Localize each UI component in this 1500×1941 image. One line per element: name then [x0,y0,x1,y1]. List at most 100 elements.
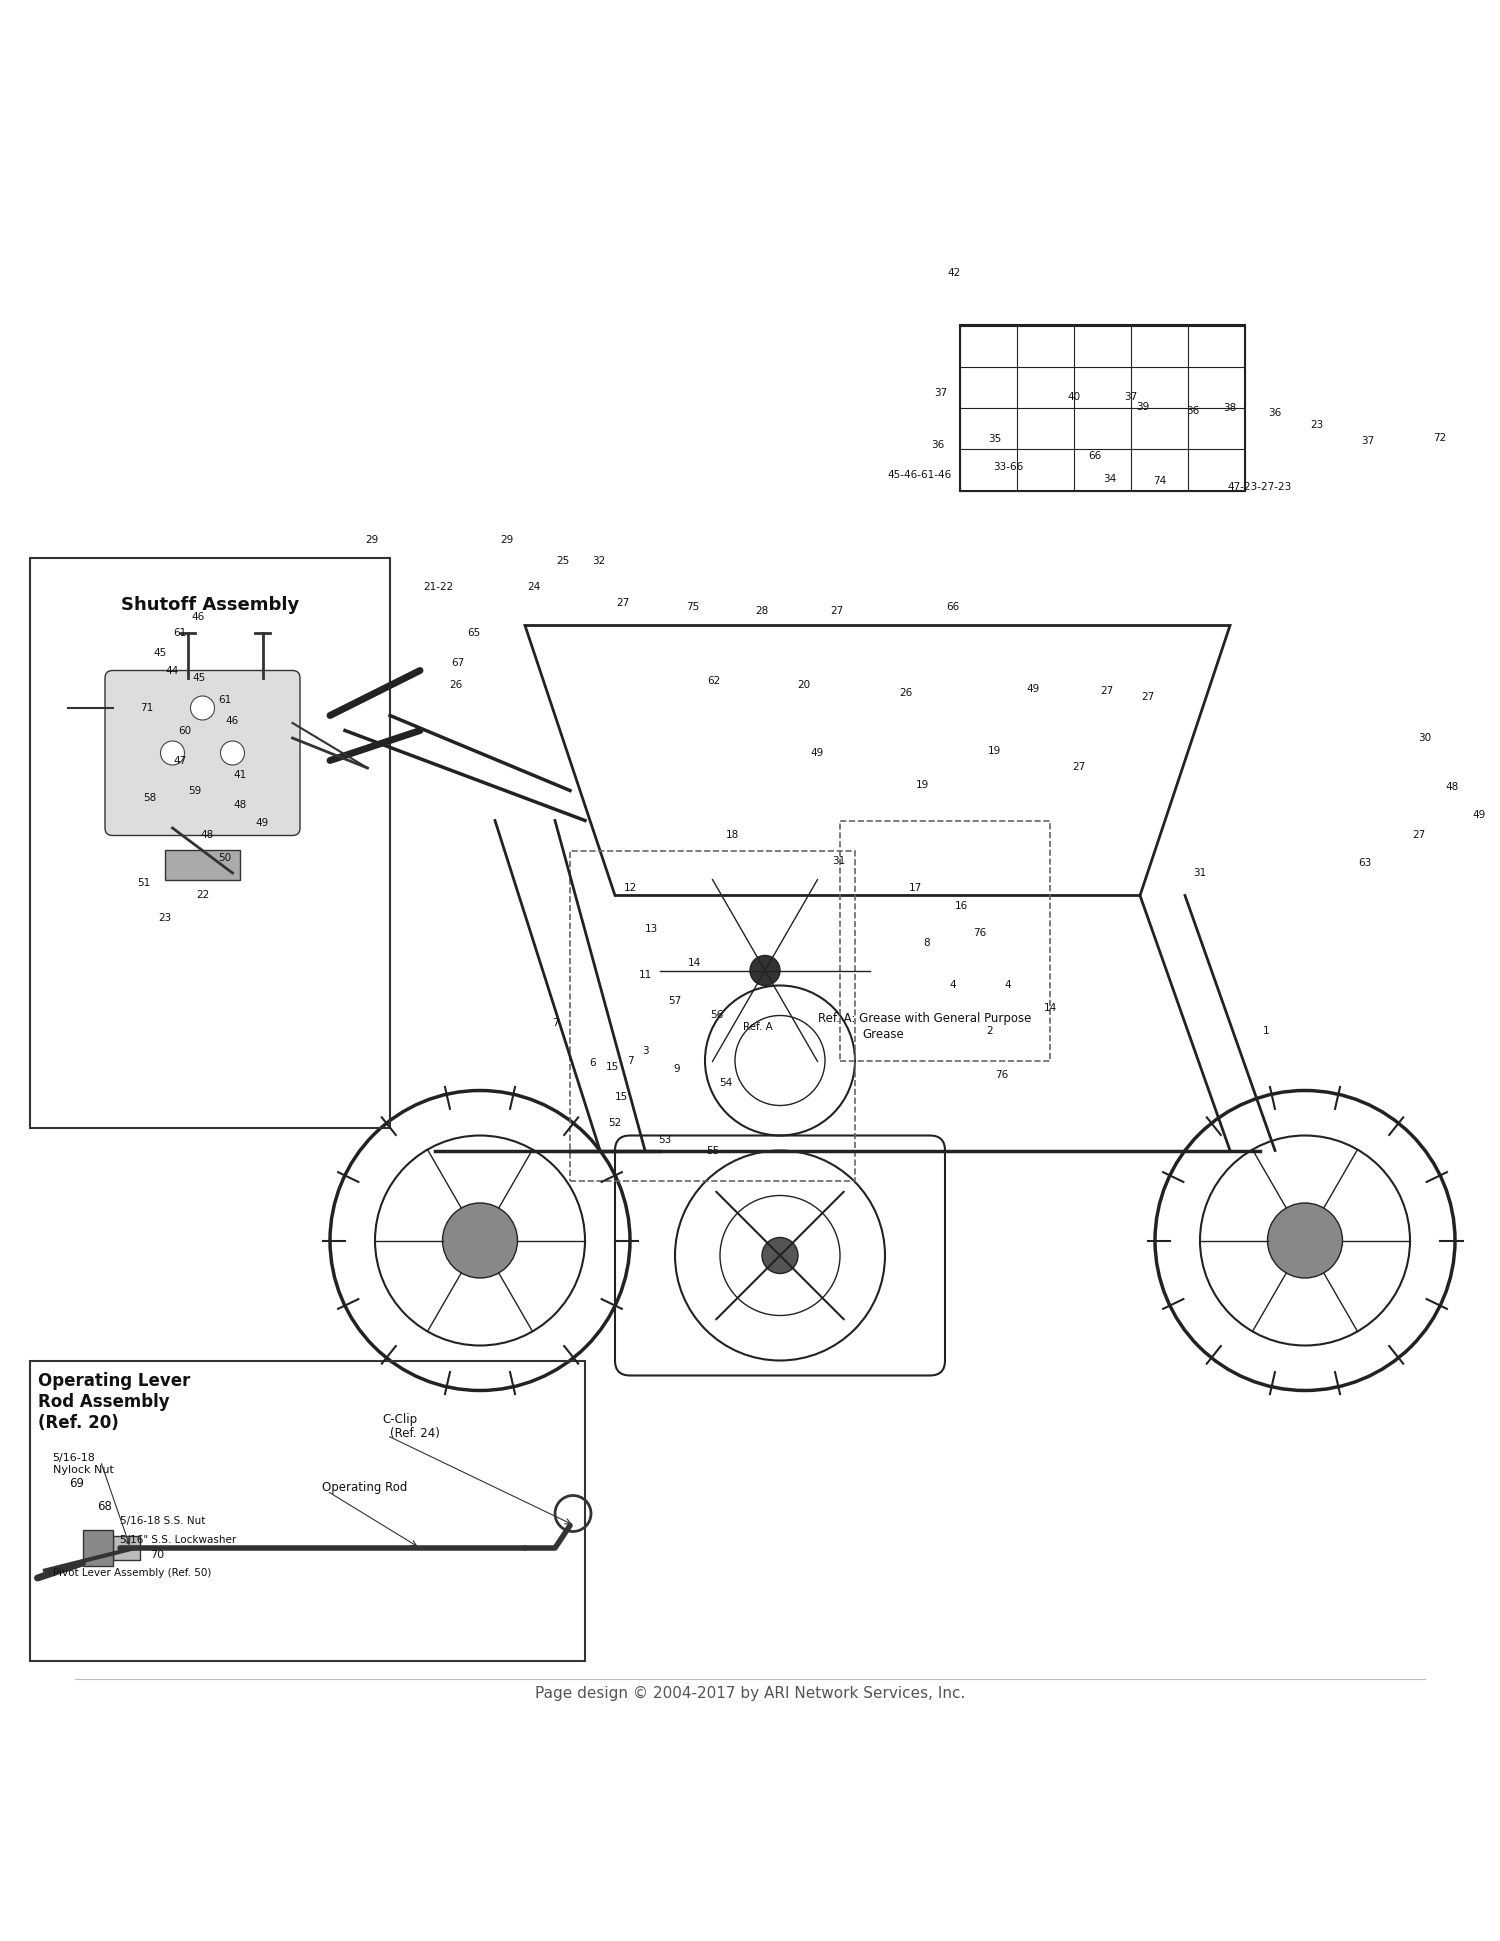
Text: 38: 38 [1224,404,1236,413]
Text: 61: 61 [174,629,186,639]
Text: 54: 54 [720,1077,732,1089]
Text: 45-46-61-46: 45-46-61-46 [888,470,951,481]
Text: 48: 48 [1446,782,1458,792]
Text: 28: 28 [756,606,768,615]
Text: 66: 66 [1089,450,1101,462]
Text: 61: 61 [219,695,231,705]
Text: 11: 11 [639,970,651,980]
Text: Ref. A: Ref. A [742,1023,772,1033]
Text: 27: 27 [831,606,843,615]
Circle shape [442,1203,518,1277]
Text: 30: 30 [1419,734,1431,743]
Text: 33-66: 33-66 [993,462,1023,472]
Bar [165,850,240,881]
Text: 67: 67 [452,658,464,668]
Text: 13: 13 [645,924,657,934]
Text: 74: 74 [1154,476,1166,487]
Text: 41: 41 [234,771,246,780]
Text: 5/16" S.S. Lockwasher: 5/16" S.S. Lockwasher [120,1535,237,1545]
Text: 3: 3 [642,1046,648,1056]
Text: 40: 40 [1068,392,1080,402]
Text: Operating Rod: Operating Rod [322,1481,408,1495]
Text: 36: 36 [932,441,944,450]
Text: 26: 26 [900,687,912,699]
Text: 70: 70 [150,1551,164,1561]
Text: 15: 15 [615,1091,627,1101]
Bar [840,821,1050,1060]
Text: 27: 27 [1101,687,1113,697]
Text: 1: 1 [1263,1025,1269,1035]
Text: 4: 4 [950,980,956,990]
Text: 27: 27 [1413,831,1425,840]
Text: 17: 17 [909,883,921,893]
Text: 45: 45 [194,674,206,683]
Text: 72: 72 [1434,433,1446,443]
Circle shape [160,741,184,765]
Text: 47: 47 [174,755,186,765]
Text: 49: 49 [1028,683,1039,693]
Text: 15: 15 [606,1062,618,1071]
Circle shape [1268,1203,1342,1277]
Text: 53: 53 [658,1135,670,1145]
Text: 9: 9 [674,1064,680,1075]
Text: 19: 19 [916,780,928,790]
Text: 35: 35 [988,435,1000,444]
Text: 20: 20 [798,681,810,691]
Text: Page design © 2004-2017 by ARI Network Services, Inc.: Page design © 2004-2017 by ARI Network S… [536,1687,964,1700]
Text: 58: 58 [144,794,156,804]
Text: 49: 49 [256,819,268,829]
Bar [570,850,855,1180]
Text: 31: 31 [1194,868,1206,877]
Text: 29: 29 [366,536,378,545]
Text: 7: 7 [627,1056,633,1066]
Text: 16: 16 [956,901,968,910]
Text: 7: 7 [552,1017,558,1029]
Text: 51: 51 [138,879,150,889]
Text: 23: 23 [1311,419,1323,429]
Text: 44: 44 [166,666,178,675]
Text: 14: 14 [1044,1003,1056,1013]
Text: 56: 56 [711,1011,723,1021]
Text: 18: 18 [726,831,738,840]
Text: 37: 37 [1362,437,1374,446]
FancyBboxPatch shape [105,670,300,835]
Text: Shutoff Assembly: Shutoff Assembly [122,596,298,613]
Text: 52: 52 [609,1118,621,1128]
Text: 21-22: 21-22 [423,582,453,592]
Text: 19: 19 [988,747,1000,757]
Text: 23: 23 [159,912,171,924]
Text: 76: 76 [996,1071,1008,1081]
Text: 27: 27 [1072,761,1084,771]
Text: 50: 50 [219,852,231,864]
Text: 34: 34 [1104,474,1116,483]
Text: 39: 39 [1137,402,1149,411]
Text: Grease: Grease [862,1029,904,1042]
Text: 32: 32 [592,555,604,567]
Bar [82,1530,112,1566]
Text: 63: 63 [1359,858,1371,868]
Text: 26: 26 [450,681,462,691]
Text: 55: 55 [706,1145,718,1155]
Text: 36: 36 [1186,406,1198,415]
Circle shape [220,741,245,765]
Bar [960,326,1245,491]
Text: (Ref. 24): (Ref. 24) [390,1427,439,1440]
Text: 45: 45 [154,648,166,658]
Text: C-Clip: C-Clip [382,1413,417,1427]
Text: 49: 49 [1473,809,1485,819]
Text: 71: 71 [141,703,153,712]
Text: 14: 14 [688,959,700,969]
Text: 69: 69 [69,1477,84,1491]
Text: 46: 46 [226,716,238,726]
Text: 66: 66 [946,602,958,613]
Text: 37: 37 [1125,392,1137,402]
Text: 48: 48 [201,831,213,840]
Text: 36: 36 [1269,408,1281,417]
Text: 48: 48 [234,800,246,811]
Text: 31: 31 [833,856,844,866]
Text: 29: 29 [501,536,513,545]
Text: Pivot Lever Assembly (Ref. 50): Pivot Lever Assembly (Ref. 50) [53,1568,211,1578]
Text: 42: 42 [948,268,960,278]
Text: 75: 75 [687,602,699,613]
Text: Operating Lever
Rod Assembly
(Ref. 20): Operating Lever Rod Assembly (Ref. 20) [38,1372,190,1432]
